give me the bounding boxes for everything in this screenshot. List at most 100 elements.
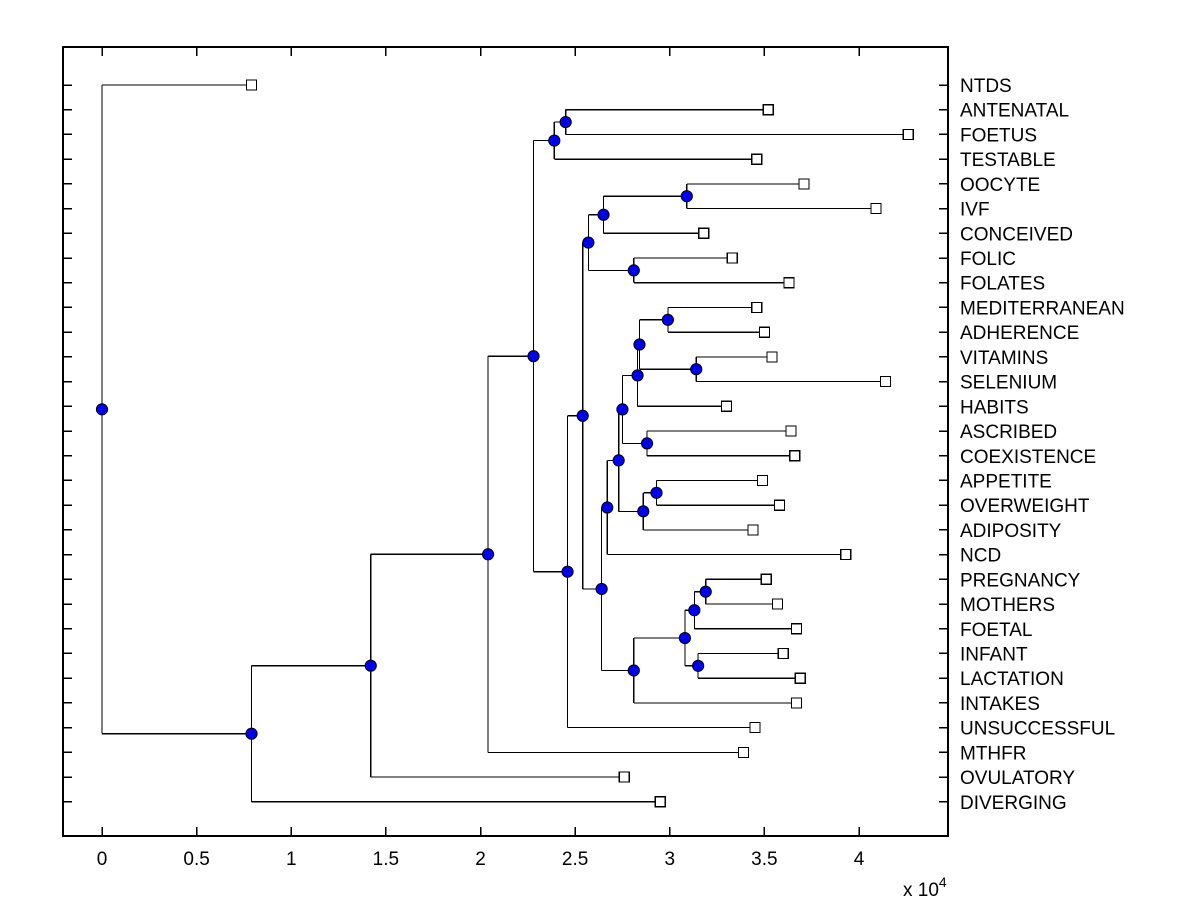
leaf-label-coexistence: COEXISTENCE <box>960 447 1096 468</box>
internal-node-marker-n13[interactable] <box>627 264 640 277</box>
internal-node-marker-n18[interactable] <box>631 369 644 382</box>
x-axis-tick-label: 0 <box>97 849 108 870</box>
tree-branches-group <box>101 84 909 803</box>
internal-node-marker-n16[interactable] <box>612 454 625 467</box>
leaf-marker-foetal[interactable] <box>790 623 803 635</box>
leaf-label-unsuccessful: UNSUCCESSFUL <box>960 719 1115 740</box>
leaf-marker-ovulatory[interactable] <box>618 771 630 783</box>
x-axis-tick-label: 3 <box>664 849 675 870</box>
leaf-marker-mthfr[interactable] <box>737 746 750 758</box>
leaf-label-ascribed: ASCRIBED <box>960 422 1057 443</box>
leaf-marker-lactation[interactable] <box>794 672 806 684</box>
leaf-label-infant: INFANT <box>960 644 1028 665</box>
leaf-labels-group: NTDS ANTENATAL FOETUS TESTABLE OOCYTE IVF CONC… <box>960 76 1125 814</box>
internal-node-marker-n28[interactable] <box>692 659 705 672</box>
leaf-label-adherence: ADHERENCE <box>960 323 1079 344</box>
leaf-marker-coexistence[interactable] <box>789 450 801 462</box>
leaf-marker-testable[interactable] <box>751 153 763 165</box>
internal-node-marker-n15[interactable] <box>601 501 614 514</box>
internal-node-marker-n10[interactable] <box>582 236 595 249</box>
leaf-label-adiposity: ADIPOSITY <box>960 521 1062 542</box>
internal-node-marker-n06[interactable] <box>548 134 561 147</box>
leaf-marker-pregnancy[interactable] <box>760 573 772 585</box>
leaf-marker-mothers[interactable] <box>772 598 784 610</box>
leaf-marker-ncd[interactable] <box>840 549 852 561</box>
leaf-label-selenium: SELENIUM <box>960 373 1057 394</box>
internal-node-marker-n25[interactable] <box>627 664 640 677</box>
internal-node-marker-n02[interactable] <box>245 727 258 740</box>
tree-markers-group <box>95 79 914 808</box>
leaf-label-intakes: INTAKES <box>960 694 1040 715</box>
internal-node-marker-n14[interactable] <box>595 582 608 596</box>
internal-node-marker-n24[interactable] <box>650 486 663 499</box>
internal-node-marker-n23[interactable] <box>637 505 650 518</box>
leaf-marker-infant[interactable] <box>777 647 789 660</box>
leaf-label-conceived: CONCEIVED <box>960 224 1073 245</box>
leaf-label-testable: TESTABLE <box>960 150 1056 171</box>
leaf-marker-foetus[interactable] <box>902 128 914 141</box>
internal-node-marker-n27[interactable] <box>688 604 701 617</box>
leaf-label-overweight: OVERWEIGHT <box>960 496 1090 517</box>
axis-tick-labels-group: 0 0.5 1 1.5 2 2.5 3 3.5 4 x 104 <box>97 849 947 901</box>
leaf-label-mediterranean: MEDITERRANEAN <box>960 298 1125 319</box>
leaf-label-pregnancy: PREGNANCY <box>960 570 1081 591</box>
x-axis-tick-label: 1 <box>286 849 297 870</box>
leaf-marker-folates[interactable] <box>783 277 795 289</box>
leaf-marker-diverging[interactable] <box>654 796 666 808</box>
internal-node-marker-n03[interactable] <box>364 659 377 672</box>
internal-node-marker-n04[interactable] <box>481 548 495 561</box>
leaf-marker-adiposity[interactable] <box>747 524 759 536</box>
internal-node-marker-n09[interactable] <box>576 409 589 422</box>
leaf-label-folates: FOLATES <box>960 274 1045 295</box>
leaf-label-ovulatory: OVULATORY <box>960 768 1075 789</box>
leaf-marker-overweight[interactable] <box>773 499 786 511</box>
leaf-marker-appetite[interactable] <box>756 474 769 487</box>
x-axis-tick-label: 0.5 <box>183 849 209 870</box>
leaf-marker-ivf[interactable] <box>870 202 882 215</box>
leaf-label-mothers: MOTHERS <box>960 595 1055 616</box>
internal-node-marker-n07[interactable] <box>559 115 572 129</box>
internal-node-marker-n21[interactable] <box>690 363 703 376</box>
leaf-marker-oocyte[interactable] <box>798 178 810 190</box>
internal-node-marker-n17[interactable] <box>616 403 629 416</box>
leaf-label-foetus: FOETUS <box>960 125 1037 146</box>
leaf-label-vitamins: VITAMINS <box>960 348 1048 369</box>
leaf-label-ncd: NCD <box>960 546 1001 567</box>
leaf-marker-conceived[interactable] <box>698 227 710 239</box>
leaf-marker-mediterranean[interactable] <box>751 301 763 314</box>
internal-node-marker-n12[interactable] <box>680 190 693 203</box>
leaf-marker-intakes[interactable] <box>790 697 803 709</box>
leaf-marker-ascribed[interactable] <box>785 425 797 437</box>
leaf-label-mthfr: MTHFR <box>960 743 1026 764</box>
leaf-marker-antenatal[interactable] <box>762 104 774 116</box>
internal-node-marker-n26[interactable] <box>678 631 691 645</box>
internal-node-marker-n29[interactable] <box>699 585 712 598</box>
leaf-label-appetite: APPETITE <box>960 471 1052 492</box>
internal-node-marker-n22[interactable] <box>640 437 654 450</box>
leaf-marker-habits[interactable] <box>720 400 733 412</box>
internal-node-marker-n01[interactable] <box>95 403 109 416</box>
leaf-marker-vitamins[interactable] <box>766 351 778 363</box>
leaf-label-lactation: LACTATION <box>960 669 1064 690</box>
leaf-marker-unsuccessful[interactable] <box>749 722 761 734</box>
internal-node-marker-n20[interactable] <box>661 313 674 326</box>
internal-node-marker-n19[interactable] <box>633 338 646 351</box>
leaf-label-antenatal: ANTENATAL <box>960 101 1069 122</box>
leaf-marker-folic[interactable] <box>726 252 738 264</box>
axes-box-group <box>62 46 949 837</box>
internal-node-marker-n05[interactable] <box>527 350 540 363</box>
internal-node-marker-n08[interactable] <box>561 565 574 578</box>
internal-node-marker-n11[interactable] <box>597 208 610 221</box>
leaf-marker-adherence[interactable] <box>758 326 770 338</box>
leaf-label-habits: HABITS <box>960 397 1029 418</box>
leaf-marker-ntds[interactable] <box>245 79 258 91</box>
leaf-label-folic: FOLIC <box>960 249 1016 270</box>
leaf-marker-selenium[interactable] <box>879 376 892 388</box>
leaf-label-oocyte: OOCYTE <box>960 175 1040 196</box>
leaf-label-ivf: IVF <box>960 200 990 221</box>
leaf-label-foetal: FOETAL <box>960 620 1033 641</box>
plot-border <box>62 46 949 837</box>
leaf-label-diverging: DIVERGING <box>960 793 1067 814</box>
